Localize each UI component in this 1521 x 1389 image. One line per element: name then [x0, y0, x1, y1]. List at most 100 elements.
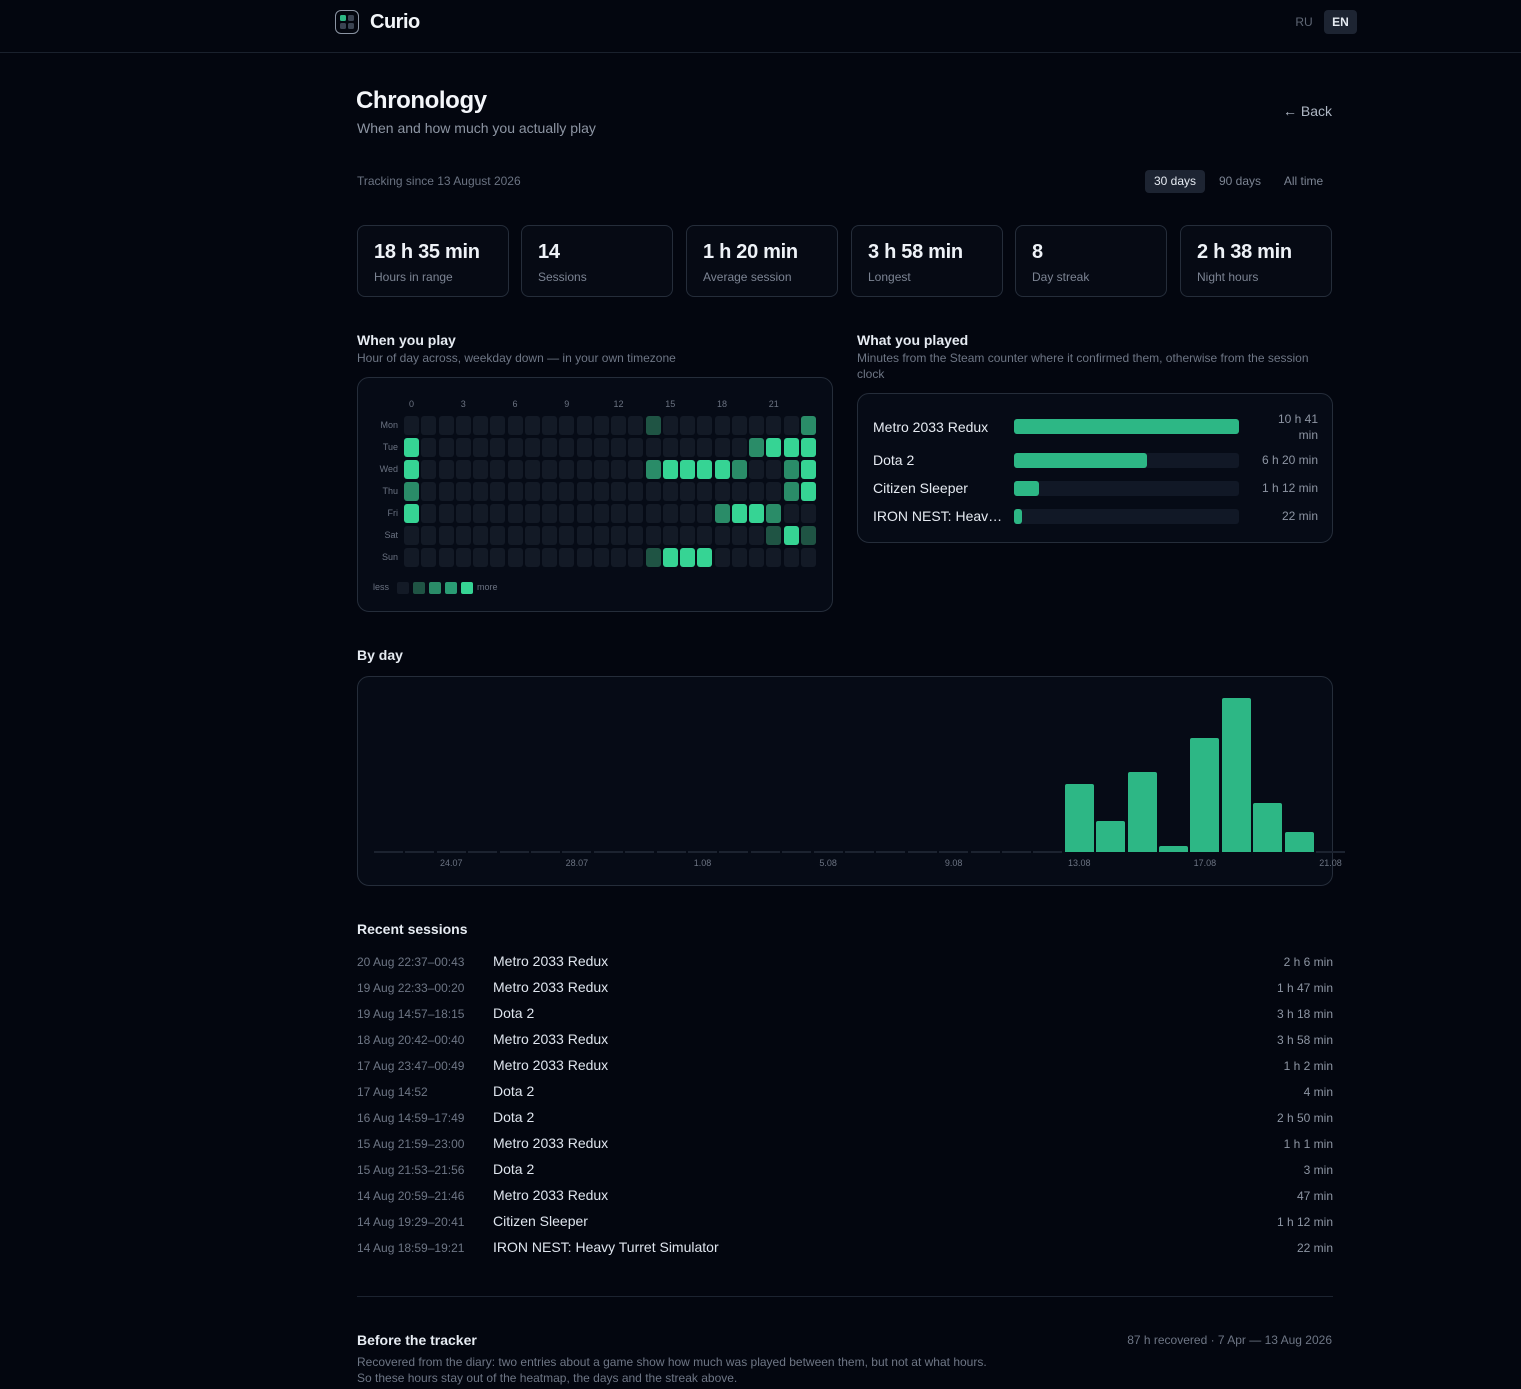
heatmap-cell[interactable]: [473, 548, 488, 567]
heatmap-cell[interactable]: [542, 548, 557, 567]
heatmap-cell[interactable]: [421, 482, 437, 501]
heatmap-cell[interactable]: [645, 526, 661, 545]
chart-bar[interactable]: [1253, 802, 1283, 852]
heatmap-cell[interactable]: [559, 438, 575, 457]
chart-bar[interactable]: [593, 851, 623, 853]
game-row[interactable]: Dota 2 6 h 20 min: [873, 448, 1318, 474]
heatmap-cell[interactable]: [697, 526, 713, 545]
heatmap-cell[interactable]: [438, 548, 454, 567]
chart-bar[interactable]: [436, 851, 466, 853]
heatmap-cell[interactable]: [783, 504, 799, 523]
heatmap-cell[interactable]: [455, 460, 471, 479]
heatmap-cell[interactable]: [749, 526, 764, 545]
chart-bar[interactable]: [1159, 845, 1188, 852]
heatmap-cell[interactable]: [404, 460, 419, 479]
heatmap-cell[interactable]: [766, 460, 782, 479]
heatmap-cell[interactable]: [749, 460, 764, 479]
session-row[interactable]: 20 Aug 22:37–00:43 Metro 2033 Redux 2 h 6 …: [357, 951, 1333, 977]
heatmap-cell[interactable]: [404, 438, 419, 457]
heatmap-cell[interactable]: [645, 504, 661, 523]
heatmap-cell[interactable]: [473, 416, 488, 435]
heatmap-cell[interactable]: [524, 482, 540, 501]
chart-bar[interactable]: [1316, 851, 1345, 853]
chart-bar[interactable]: [405, 851, 435, 853]
heatmap-cell[interactable]: [680, 416, 695, 435]
heatmap-cell[interactable]: [662, 504, 678, 523]
heatmap-cell[interactable]: [576, 438, 592, 457]
heatmap-cell[interactable]: [731, 438, 747, 457]
heatmap-cell[interactable]: [611, 482, 626, 501]
heatmap-cell[interactable]: [766, 482, 782, 501]
heatmap-cell[interactable]: [714, 504, 730, 523]
heatmap-cell[interactable]: [473, 438, 488, 457]
heatmap-cell[interactable]: [783, 548, 799, 567]
heatmap-cell[interactable]: [542, 482, 557, 501]
chart-bar[interactable]: [625, 851, 655, 853]
heatmap-cell[interactable]: [421, 526, 437, 545]
heatmap-cell[interactable]: [611, 416, 626, 435]
heatmap-cell[interactable]: [455, 482, 471, 501]
heatmap-cell[interactable]: [697, 548, 713, 567]
heatmap-cell[interactable]: [473, 482, 488, 501]
heatmap-cell[interactable]: [490, 548, 506, 567]
heatmap-cell[interactable]: [507, 416, 523, 435]
chart-bar[interactable]: [1284, 832, 1314, 852]
heatmap-cell[interactable]: [524, 438, 540, 457]
heatmap-cell[interactable]: [800, 526, 816, 545]
chart-bar[interactable]: [1190, 738, 1220, 852]
heatmap-cell[interactable]: [766, 438, 782, 457]
chart-bar[interactable]: [688, 851, 717, 853]
heatmap-cell[interactable]: [714, 438, 730, 457]
heatmap-cell[interactable]: [800, 548, 816, 567]
heatmap-cell[interactable]: [542, 526, 557, 545]
game-row[interactable]: Metro 2033 Redux 10 h 41 min: [873, 412, 1318, 442]
chart-bar[interactable]: [813, 851, 843, 853]
heatmap-cell[interactable]: [542, 416, 557, 435]
heatmap-cell[interactable]: [662, 460, 678, 479]
heatmap-cell[interactable]: [455, 504, 471, 523]
heatmap-cell[interactable]: [611, 526, 626, 545]
heatmap-cell[interactable]: [628, 504, 644, 523]
heatmap-cell[interactable]: [645, 438, 661, 457]
chart-bar[interactable]: [656, 851, 686, 853]
chart-bar[interactable]: [499, 851, 529, 853]
heatmap-cell[interactable]: [524, 548, 540, 567]
session-row[interactable]: 15 Aug 21:53–21:56 Dota 2 3 min: [357, 1159, 1333, 1185]
heatmap-cell[interactable]: [490, 504, 506, 523]
heatmap-cell[interactable]: [680, 526, 695, 545]
heatmap-cell[interactable]: [628, 548, 644, 567]
heatmap-cell[interactable]: [731, 416, 747, 435]
heatmap-cell[interactable]: [593, 438, 609, 457]
chart-bar[interactable]: [374, 851, 403, 853]
heatmap-cell[interactable]: [731, 460, 747, 479]
heatmap-cell[interactable]: [438, 482, 454, 501]
heatmap-cell[interactable]: [455, 438, 471, 457]
chart-bar[interactable]: [750, 851, 780, 853]
session-row[interactable]: 17 Aug 14:52 Dota 2 4 min: [357, 1081, 1333, 1107]
heatmap-cell[interactable]: [593, 416, 609, 435]
heatmap-cell[interactable]: [455, 526, 471, 545]
heatmap-cell[interactable]: [559, 548, 575, 567]
session-row[interactable]: 15 Aug 21:59–23:00 Metro 2033 Redux 1 h 1 …: [357, 1133, 1333, 1159]
heatmap-cell[interactable]: [731, 504, 747, 523]
heatmap-cell[interactable]: [645, 548, 661, 567]
heatmap-cell[interactable]: [438, 416, 454, 435]
heatmap-cell[interactable]: [455, 416, 471, 435]
heatmap-cell[interactable]: [421, 438, 437, 457]
heatmap-cell[interactable]: [783, 526, 799, 545]
heatmap-cell[interactable]: [507, 482, 523, 501]
heatmap-cell[interactable]: [749, 504, 764, 523]
chart-bar[interactable]: [468, 851, 498, 853]
heatmap-cell[interactable]: [593, 526, 609, 545]
game-row[interactable]: IRON NEST: Heav… 22 min: [873, 504, 1318, 530]
chart-bar[interactable]: [876, 851, 906, 853]
chart-bar[interactable]: [845, 851, 874, 853]
heatmap-cell[interactable]: [628, 416, 644, 435]
heatmap-cell[interactable]: [714, 548, 730, 567]
heatmap-cell[interactable]: [800, 416, 816, 435]
heatmap-cell[interactable]: [455, 548, 471, 567]
heatmap-cell[interactable]: [766, 416, 782, 435]
heatmap-cell[interactable]: [524, 526, 540, 545]
app-name[interactable]: Curio: [370, 11, 420, 33]
heatmap-cell[interactable]: [645, 416, 661, 435]
